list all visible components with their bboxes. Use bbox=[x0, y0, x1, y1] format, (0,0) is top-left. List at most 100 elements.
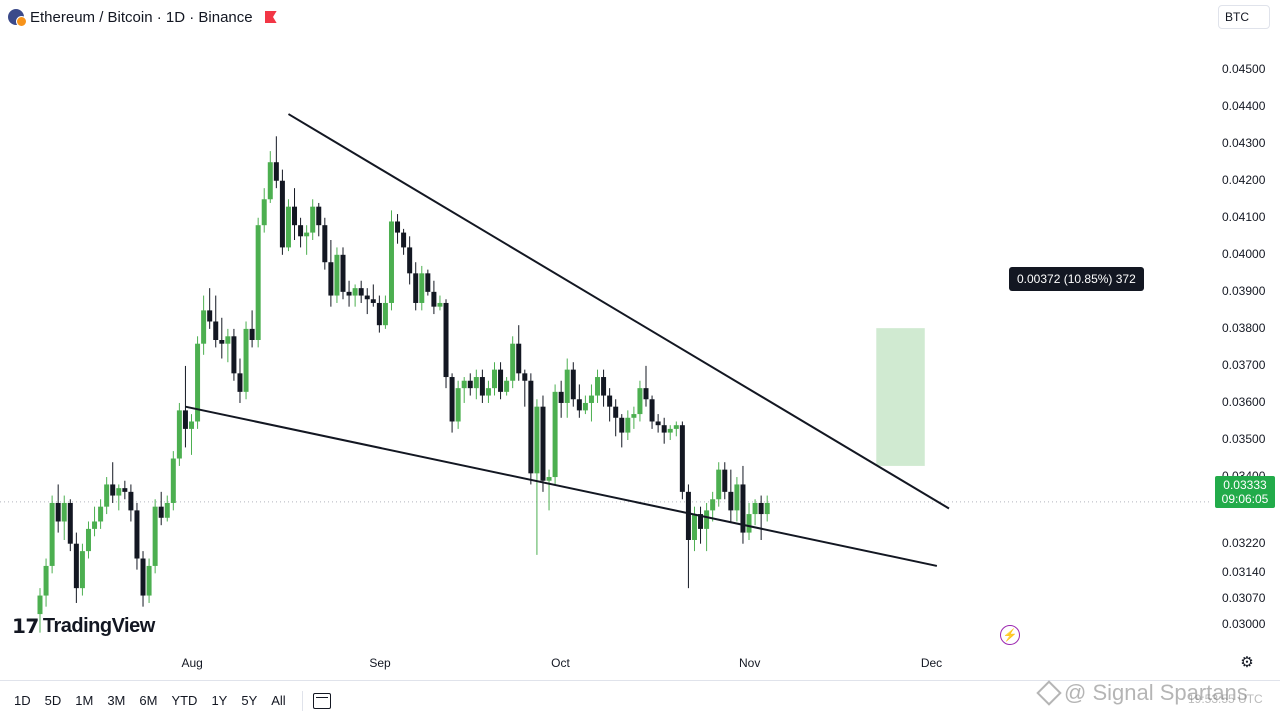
candle-body bbox=[170, 458, 176, 503]
candle-body bbox=[61, 502, 67, 522]
candle-body bbox=[431, 291, 437, 307]
candle-body bbox=[522, 373, 528, 381]
candle-body bbox=[146, 565, 152, 596]
candle-body bbox=[370, 299, 376, 303]
candle-body bbox=[207, 310, 213, 322]
candle-body bbox=[570, 369, 576, 400]
candle-body bbox=[213, 321, 219, 340]
candle-body bbox=[110, 484, 116, 496]
range-button-all[interactable]: All bbox=[271, 693, 286, 708]
candle-body bbox=[685, 491, 691, 540]
candle-body bbox=[310, 206, 316, 233]
candle-body bbox=[243, 328, 249, 392]
candle-body bbox=[401, 232, 407, 248]
candle-body bbox=[376, 302, 382, 326]
range-button-1d[interactable]: 1D bbox=[14, 693, 31, 708]
candle-body bbox=[625, 417, 631, 433]
candle-body bbox=[152, 506, 158, 566]
candle-body bbox=[364, 295, 370, 300]
candle-body bbox=[740, 484, 746, 533]
candle-body bbox=[104, 484, 110, 507]
candle-body bbox=[516, 343, 522, 374]
candle-body bbox=[691, 514, 697, 540]
candle-body bbox=[249, 328, 255, 340]
candle-body bbox=[388, 221, 394, 303]
tradingview-logo[interactable]: 𝟭𝟳 TradingView bbox=[12, 614, 155, 639]
candle-body bbox=[764, 502, 770, 515]
candle-body bbox=[340, 254, 346, 292]
currency-button[interactable]: BTC bbox=[1218, 5, 1270, 29]
candle-body bbox=[225, 336, 231, 344]
candle-body bbox=[758, 502, 764, 515]
candle-body bbox=[643, 388, 649, 400]
candle-body bbox=[219, 340, 225, 344]
candle-body bbox=[455, 388, 461, 422]
candle-body bbox=[661, 425, 667, 433]
candle-body bbox=[679, 425, 685, 492]
candle-body bbox=[255, 225, 261, 340]
candle-body bbox=[710, 499, 716, 511]
calendar-icon[interactable] bbox=[312, 692, 331, 709]
logo-text: TradingView bbox=[42, 615, 155, 637]
candle-body bbox=[273, 162, 279, 181]
candle-body bbox=[613, 406, 619, 418]
candle-body bbox=[504, 380, 510, 392]
current-price: 0.03333 bbox=[1223, 478, 1267, 492]
candle-body bbox=[292, 206, 298, 226]
candle-body bbox=[595, 377, 601, 396]
candle-body bbox=[231, 336, 237, 374]
candle-body bbox=[637, 388, 643, 415]
range-button-1m[interactable]: 1M bbox=[75, 693, 94, 708]
range-button-5d[interactable]: 5D bbox=[44, 693, 62, 708]
flag-icon[interactable] bbox=[264, 11, 277, 23]
lower-trendline bbox=[185, 405, 938, 567]
candle-body bbox=[461, 380, 467, 389]
candle-body bbox=[734, 484, 740, 511]
candle-body bbox=[437, 302, 443, 307]
watermark-logo-icon bbox=[1036, 680, 1062, 706]
candle-body bbox=[558, 391, 564, 403]
range-button-5y[interactable]: 5Y bbox=[241, 693, 258, 708]
candle-body bbox=[752, 502, 758, 515]
price-tick-label: 0.04000 bbox=[1222, 246, 1266, 261]
range-button-1y[interactable]: 1Y bbox=[211, 693, 228, 708]
range-button-group: 1D 5D 1M 3M 6M YTD 1Y 5Y All bbox=[8, 691, 292, 710]
range-button-3m[interactable]: 3M bbox=[107, 693, 126, 708]
candle-body bbox=[667, 428, 673, 433]
price-tick-label: 0.03000 bbox=[1222, 617, 1266, 632]
candlestick-chart[interactable] bbox=[0, 0, 1210, 652]
candle-body bbox=[655, 421, 661, 426]
chart-area[interactable] bbox=[0, 0, 1210, 652]
candle-body bbox=[304, 232, 310, 237]
price-tick-label: 0.03500 bbox=[1222, 432, 1266, 446]
current-price-tag: 0.03333 09:06:05 bbox=[1215, 476, 1275, 508]
candle-body bbox=[698, 514, 704, 529]
candle-body bbox=[619, 417, 625, 433]
candle-body bbox=[128, 491, 134, 511]
upper-trendline bbox=[287, 113, 950, 510]
candle-body bbox=[176, 410, 182, 459]
candle-body bbox=[195, 343, 201, 422]
price-tick-label: 0.04300 bbox=[1222, 135, 1266, 150]
price-tick-label: 0.03600 bbox=[1222, 394, 1266, 409]
candle-body bbox=[134, 510, 140, 559]
candle-body bbox=[413, 273, 419, 303]
watermark: @ Signal Spartans bbox=[1036, 680, 1248, 706]
range-button-6m[interactable]: 6M bbox=[139, 693, 158, 708]
symbol-title[interactable]: Ethereum / Bitcoin · 1D · Binance bbox=[30, 8, 253, 26]
candle-body bbox=[607, 395, 613, 407]
candle-body bbox=[485, 388, 491, 396]
candle-body bbox=[728, 491, 734, 511]
time-tick-label: Nov bbox=[739, 656, 761, 670]
candle-body bbox=[649, 399, 655, 422]
range-button-ytd[interactable]: YTD bbox=[171, 693, 198, 708]
gear-icon[interactable]: ⚙ bbox=[1240, 654, 1254, 671]
candle-body bbox=[73, 543, 79, 589]
candle-body bbox=[316, 206, 322, 226]
candle-body bbox=[158, 506, 164, 518]
price-tick-label: 0.03140 bbox=[1222, 565, 1266, 580]
candle-body bbox=[352, 288, 358, 296]
lightning-icon[interactable]: ⚡ bbox=[1000, 625, 1020, 645]
candle-body bbox=[564, 369, 570, 403]
candle-body bbox=[498, 369, 504, 392]
